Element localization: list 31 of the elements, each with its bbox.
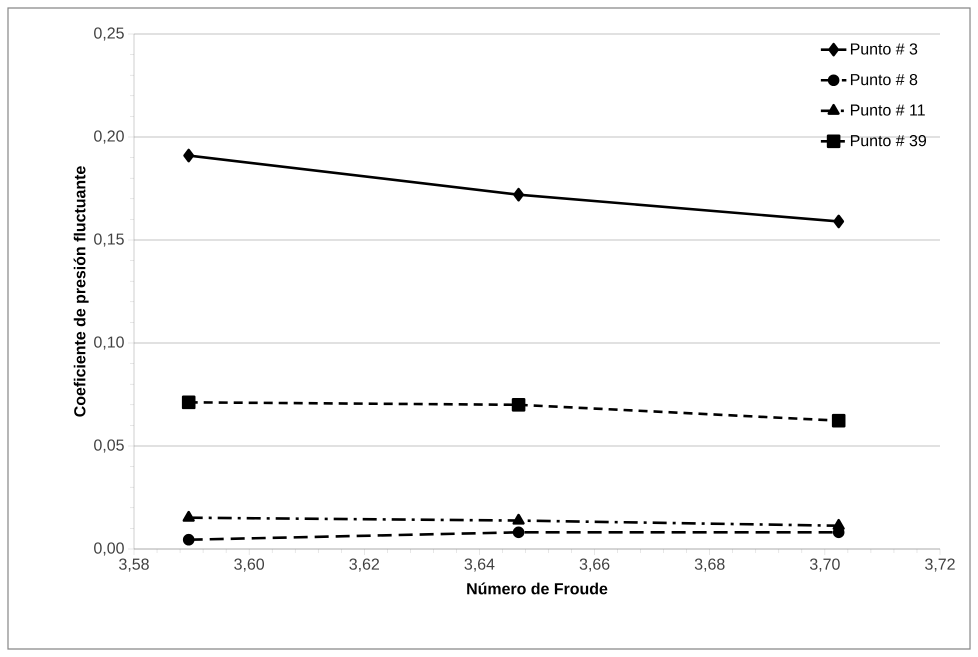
y-axis-title: Coeficiente de presión fluctuante [74, 166, 89, 417]
point [183, 148, 194, 162]
legend-label: Punto # 8 [850, 74, 918, 86]
y-tick-label: 0,10 [94, 336, 124, 350]
point [512, 526, 524, 538]
point [513, 188, 524, 202]
legend-label: Punto # 11 [850, 104, 925, 116]
x-tick-label: 3,70 [810, 558, 840, 572]
point [832, 414, 846, 428]
x-axis-title: Número de Froude [467, 582, 608, 594]
x-tick-label: 3,58 [119, 558, 149, 572]
point [182, 534, 194, 546]
y-tick-label: 0,00 [94, 542, 124, 556]
x-tick-label: 3,72 [925, 558, 955, 572]
x-tick-label: 3,60 [234, 558, 264, 572]
y-tick-label: 0,20 [94, 130, 124, 144]
x-tick-label: 3,64 [464, 558, 494, 572]
point [512, 514, 525, 525]
y-tick-label: 0,05 [94, 439, 124, 453]
x-tick-label: 3,62 [349, 558, 379, 572]
point [832, 518, 845, 530]
x-tick-label: 3,66 [580, 558, 610, 572]
y-tick-label: 0,15 [94, 233, 124, 247]
legend-label: Punto # 3 [850, 43, 918, 55]
point [182, 396, 196, 410]
point [833, 214, 844, 228]
x-tick-label: 3,68 [694, 558, 725, 572]
point [512, 398, 526, 412]
y-tick-label: 0,25 [94, 27, 124, 41]
point [182, 510, 195, 522]
legend-label: Punto # 39 [850, 134, 926, 146]
